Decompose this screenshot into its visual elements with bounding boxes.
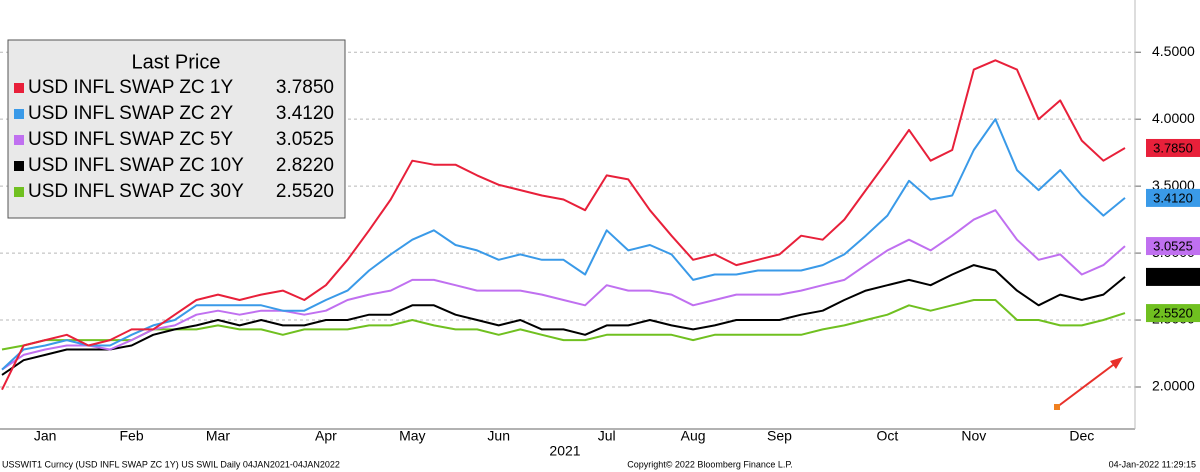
y-tick-label: 4.5000: [1152, 43, 1195, 59]
x-tick-label: Oct: [877, 428, 899, 444]
last-value-badge: [1146, 267, 1200, 286]
legend-label: USD INFL SWAP ZC 10Y: [28, 155, 244, 176]
y-tick-label: 3.5000: [1152, 177, 1195, 193]
last-value-badge: [1146, 138, 1200, 157]
y-tick-label: 2.0000: [1152, 378, 1195, 394]
legend-value: 2.8220: [276, 155, 334, 176]
x-tick-label: Nov: [961, 428, 986, 444]
x-tick-label: Sep: [767, 428, 792, 444]
legend-swatch: [14, 109, 24, 119]
x-tick-label: Apr: [315, 428, 337, 444]
legend-value: 3.7850: [276, 77, 334, 98]
x-tick-label: Jul: [598, 428, 616, 444]
legend-label: USD INFL SWAP ZC 30Y: [28, 181, 244, 202]
series-line: [1, 209, 1126, 371]
legend-swatch: [14, 187, 24, 197]
legend-swatch: [14, 83, 24, 93]
last-value-badge: [1146, 188, 1200, 207]
x-tick-label: Mar: [206, 428, 230, 444]
legend-label: USD INFL SWAP ZC 2Y: [28, 103, 233, 124]
last-value-label: 3.4120: [1153, 190, 1193, 205]
footer-timestamp: 04-Jan-2022 11:29:15: [1109, 459, 1196, 469]
x-tick-label: Feb: [120, 428, 144, 444]
x-tick-label: Dec: [1069, 428, 1094, 444]
series-lines: [1, 59, 1126, 391]
footer-source: USSWIT1 Curncy (USD INFL SWAP ZC 1Y) US …: [2, 459, 340, 469]
x-tick-label: Aug: [681, 428, 706, 444]
legend-value: 3.0525: [276, 129, 334, 150]
last-value-badge: [1146, 237, 1200, 256]
last-value-badge: [1146, 304, 1200, 323]
series-line: [1, 264, 1126, 376]
legend-title: Last Price: [132, 51, 221, 73]
legend-box: [7, 39, 346, 219]
legend: Last Price USD INFL SWAP ZC 1Y 3.7850 USD …: [7, 39, 346, 219]
last-value-label: 3.0525: [1153, 238, 1193, 253]
y-tick-label: 4.0000: [1152, 110, 1195, 126]
legend-value: 3.4120: [276, 103, 334, 124]
series-line: [1, 118, 1126, 371]
legend-value: 2.5520: [276, 181, 334, 202]
year-label: 2021: [549, 443, 580, 459]
x-tick-label: May: [399, 428, 425, 444]
series-line: [1, 299, 1126, 351]
last-value-label: 3.7850: [1153, 140, 1193, 155]
footer-copyright: Copyright© 2022 Bloomberg Finance L.P.: [627, 459, 793, 469]
legend-swatch: [14, 135, 24, 145]
last-value-label: 2.5520: [1153, 306, 1193, 321]
last-value-label: 2.8220: [1153, 269, 1193, 284]
legend-label: USD INFL SWAP ZC 5Y: [28, 129, 233, 150]
series-line: [1, 59, 1126, 391]
last-value-badges: 3.7850 3.4120 3.0525 2.8220 2.5520: [1146, 138, 1200, 323]
legend-label: USD INFL SWAP ZC 1Y: [28, 77, 233, 98]
annotation-arrow: [1054, 357, 1123, 410]
legend-swatch: [14, 161, 24, 171]
x-labels: Jan Feb Mar Apr May Jun Jul Aug Sep Oct Nov Dec: [34, 428, 1094, 444]
x-tick-label: Jun: [487, 428, 510, 444]
x-tick-label: Jan: [34, 428, 57, 444]
